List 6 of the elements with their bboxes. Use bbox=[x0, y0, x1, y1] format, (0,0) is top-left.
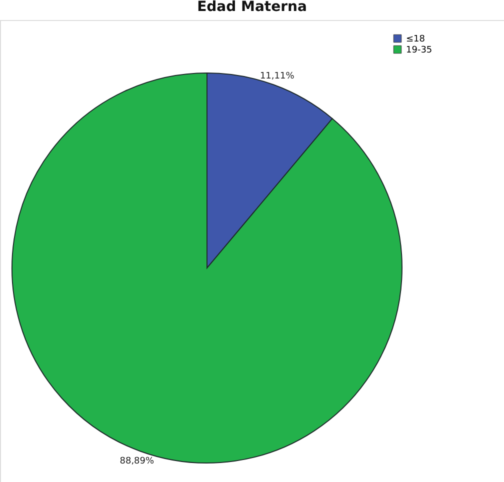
data-label: 11,11% bbox=[260, 71, 295, 82]
chart-title: Edad Materna bbox=[197, 0, 307, 15]
legend-label: ≤18 bbox=[406, 34, 426, 44]
pie-slice bbox=[12, 72, 402, 464]
data-label: 88,89% bbox=[120, 456, 154, 467]
legend-label: 19-35 bbox=[406, 46, 432, 56]
